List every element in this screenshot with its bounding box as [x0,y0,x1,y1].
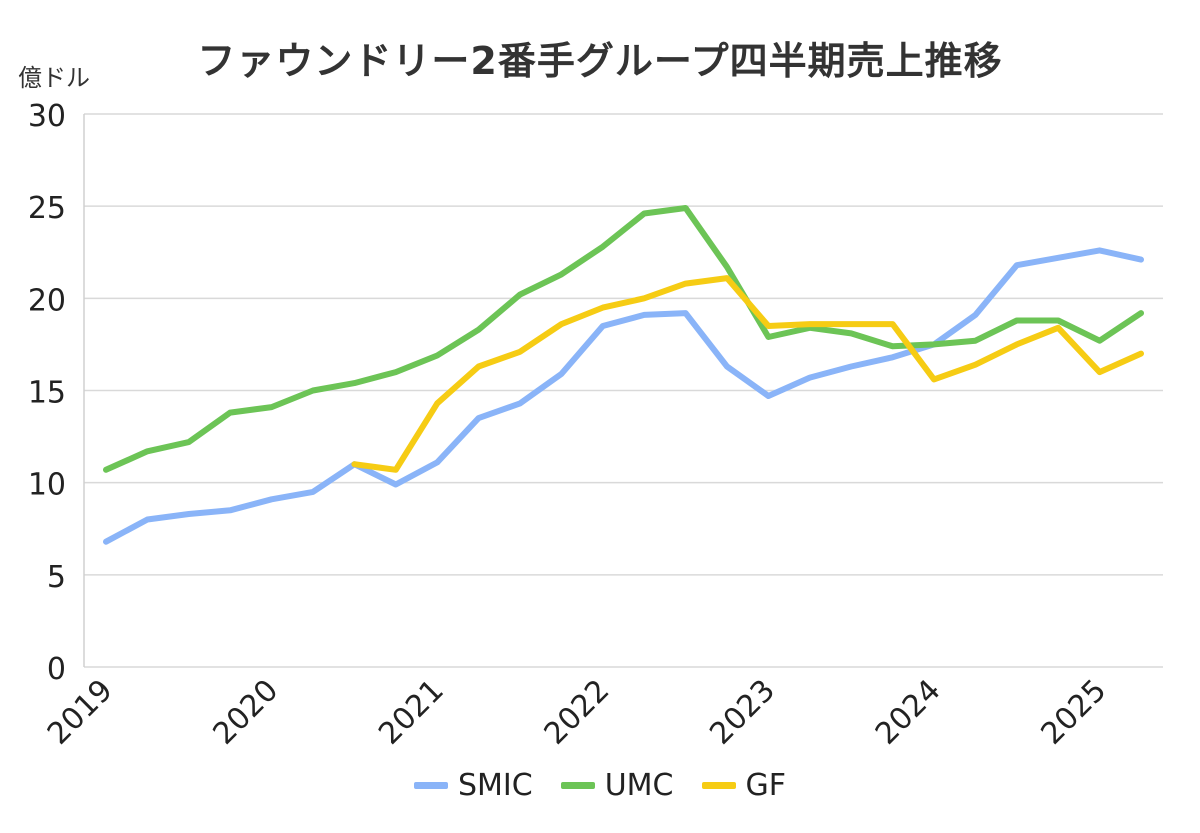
y-tick-label: 30 [28,99,66,134]
y-tick-label: 15 [28,376,66,411]
series-lines [103,205,1144,545]
series-line-smic [103,247,1144,545]
legend-swatch-smic [413,782,448,789]
legend-label-umc: UMC [604,768,674,803]
x-tick-label: 2024 [869,673,948,752]
x-tick-label: 2023 [703,673,782,752]
x-tick-label: 2021 [372,673,451,752]
legend-item-smic: SMIC [413,768,533,803]
y-tick-label: 20 [28,283,66,318]
legend-swatch-gf [701,782,736,789]
y-axis-unit-label: 億ドル [18,64,90,92]
legend-item-umc: UMC [560,768,674,803]
y-tick-label: 25 [28,191,66,226]
y-tick-label: 0 [47,652,66,687]
chart-title: ファウンドリー2番手グループ四半期売上推移 [197,39,1003,83]
legend-item-gf: GF [701,768,787,803]
x-tick-label: 2022 [538,673,617,752]
series-line-gf [351,275,1144,473]
legend-swatch-umc [560,782,595,789]
y-tick-label: 5 [47,560,66,595]
y-tick-label: 10 [28,468,66,503]
x-tick-label: 2025 [1035,673,1114,752]
legend-label-smic: SMIC [457,768,533,803]
legend-label-gf: GF [745,768,787,803]
legend: SMIC UMC GF [0,768,1200,803]
x-tick-label: 2020 [207,673,286,752]
gridlines [84,113,1163,668]
series-line-umc [103,205,1144,473]
